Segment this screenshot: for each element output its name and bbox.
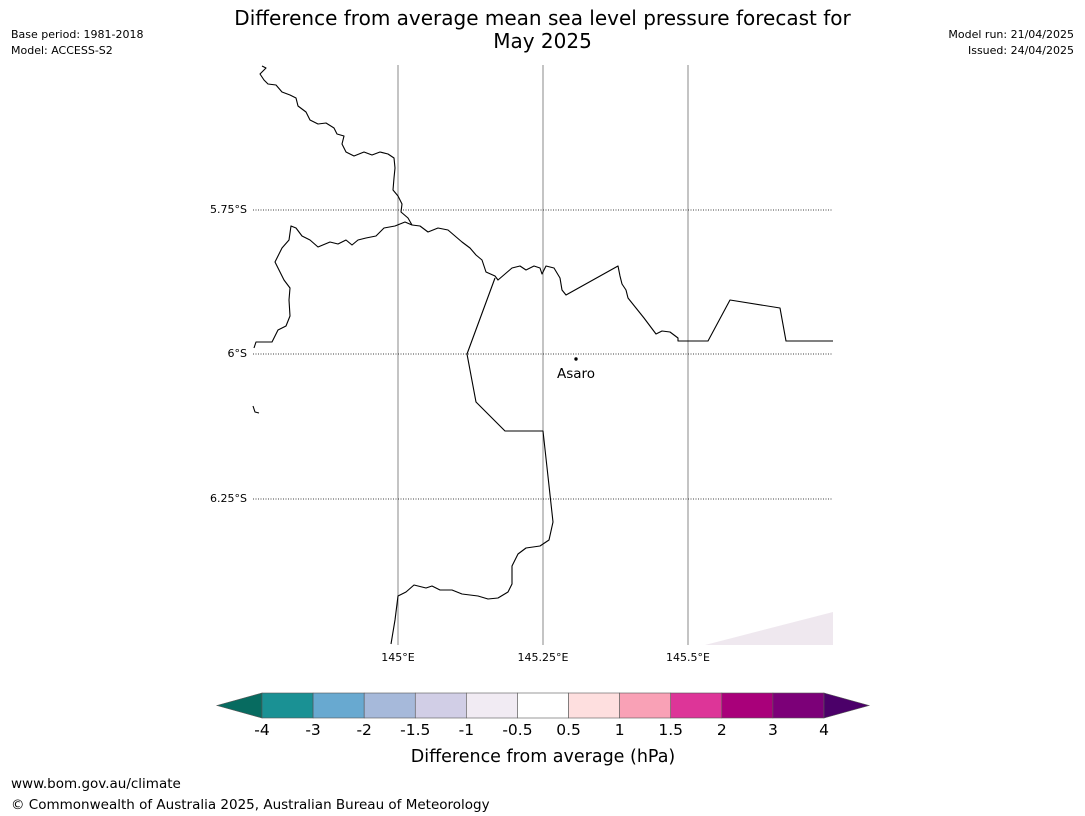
colorbar-box [619, 692, 672, 719]
lon-tick-145-5: 145.5°E [666, 651, 710, 664]
colorbar-tick-label: 1 [615, 721, 625, 739]
place-label: Asaro [557, 366, 595, 382]
base-period: Base period: 1981-2018 [11, 28, 144, 41]
colorbar-boxes [261, 692, 825, 719]
colorbar-box [312, 692, 365, 719]
colorbar: -4 -3 -2 -1.5 -1 -0.5 0.5 1 1.5 2 3 4 Difference fr… [215, 692, 871, 767]
province-boundaries [252, 65, 833, 645]
colorbar-tick-label: 2 [717, 721, 727, 739]
colorbar-tick-label: -4 [254, 721, 269, 739]
lon-tick-145-25: 145.25°E [518, 651, 569, 664]
colorbar-label: Difference from average (hPa) [411, 747, 676, 767]
chart-title: Difference from average mean sea level p… [0, 7, 1085, 53]
boundary-north [253, 65, 413, 349]
footer-copyright: © Commonwealth of Australia 2025, Austra… [11, 797, 490, 813]
anomaly-shading [705, 612, 833, 645]
title-line-2: May 2025 [493, 29, 592, 53]
colorbar-tick-label: -3 [305, 721, 320, 739]
parallel-lines [253, 209, 833, 500]
model-run: Model run: 21/04/2025 [948, 28, 1074, 41]
colorbar-tick-label: -1.5 [400, 721, 430, 739]
colorbar-tick-label: -2 [356, 721, 371, 739]
lat-tick-5-75: 5.75°S [210, 203, 247, 216]
colorbar-box [261, 692, 314, 719]
boundary-south [390, 277, 554, 645]
lat-tick-6: 6°S [228, 347, 247, 360]
colorbar-box [721, 692, 774, 719]
lat-tick-6-25: 6.25°S [210, 492, 247, 505]
colorbar-tick-label: 0.5 [556, 721, 581, 739]
colorbar-tick-label: -1 [459, 721, 474, 739]
colorbar-box [670, 692, 723, 719]
boundary-east [411, 224, 833, 342]
meridian-lines [397, 65, 689, 645]
colorbar-box [466, 692, 518, 719]
title-line-1: Difference from average mean sea level p… [234, 6, 851, 30]
colorbar-box [414, 692, 467, 719]
colorbar-box [772, 692, 825, 719]
colorbar-over-arrow [823, 692, 871, 719]
colorbar-tick-label: 3 [768, 721, 778, 739]
colorbar-tick-label: 4 [819, 721, 829, 739]
colorbar-under-arrow [215, 692, 263, 719]
meta-left: Base period: 1981-2018 Model: ACCESS-S2 [11, 27, 143, 59]
colorbar-box [517, 692, 569, 719]
colorbar-tick-label: 1.5 [658, 721, 683, 739]
lon-tick-145: 145°E [381, 651, 414, 664]
colorbar-box [363, 692, 416, 719]
model-name: Model: ACCESS-S2 [11, 44, 113, 57]
issued-date: Issued: 24/04/2025 [967, 44, 1074, 57]
boundary-west-stub [252, 405, 260, 414]
footer-url[interactable]: www.bom.gov.au/climate [11, 776, 181, 792]
place-marker [574, 357, 578, 361]
meta-right: Model run: 21/04/2025 Issued: 24/04/2025 [948, 27, 1074, 59]
footer: www.bom.gov.au/climate © Commonwealth of… [11, 774, 490, 816]
colorbar-tick-label: -0.5 [502, 721, 532, 739]
colorbar-ticks: -4 -3 -2 -1.5 -1 -0.5 0.5 1 1.5 2 3 4 [254, 721, 829, 739]
colorbar-box [568, 692, 620, 719]
